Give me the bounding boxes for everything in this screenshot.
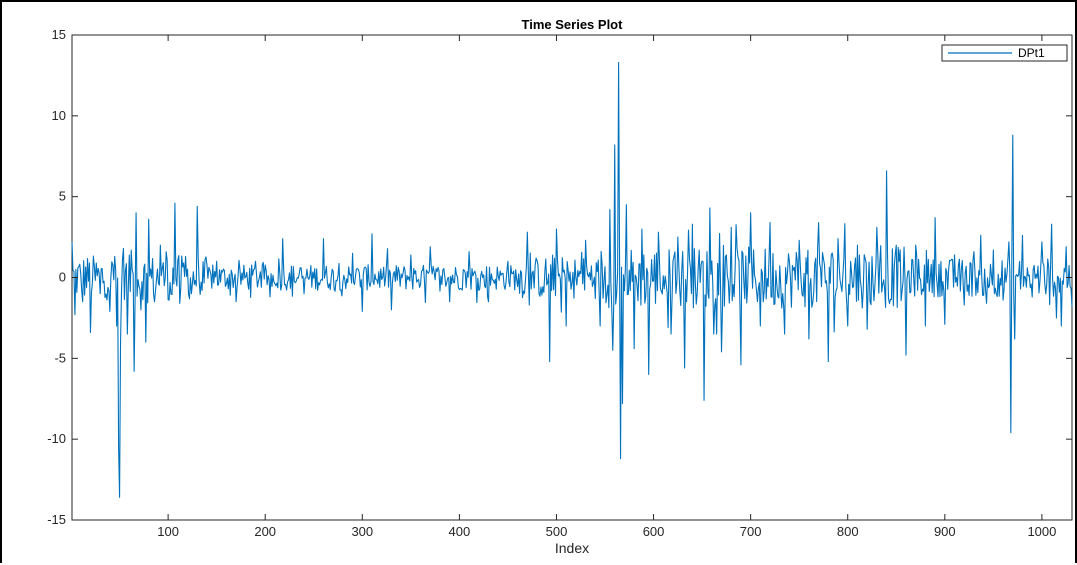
x-tick-label: 500 [546, 524, 568, 539]
chart-title: Time Series Plot [522, 17, 624, 32]
legend-label-dpt1: DPt1 [1018, 46, 1045, 60]
y-tick-label: 10 [52, 108, 66, 123]
legend: DPt1 [941, 44, 1068, 62]
x-tick-label: 300 [351, 524, 373, 539]
x-tick-label: 600 [643, 524, 665, 539]
x-tick-label: 800 [837, 524, 859, 539]
x-tick-label: 100 [157, 524, 179, 539]
x-tick-label: 900 [934, 524, 956, 539]
y-tick-label: 5 [59, 189, 66, 204]
x-tick-label: 700 [740, 524, 762, 539]
x-tick-label: 1000 [1027, 524, 1056, 539]
y-tick-label: -5 [54, 350, 66, 365]
y-tick-label: -15 [47, 512, 66, 527]
y-tick-label: 0 [59, 270, 66, 285]
x-tick-label: 200 [254, 524, 276, 539]
y-axis: 15 10 5 0 -5 -10 -15 [47, 27, 1072, 527]
series-line-dpt1 [71, 61, 1073, 498]
y-tick-label: -10 [47, 431, 66, 446]
x-axis: 100 200 300 400 500 600 700 800 900 1000 [157, 35, 1056, 539]
plot-area [71, 34, 1073, 521]
x-tick-label: 400 [449, 524, 471, 539]
x-axis-title: Index [555, 540, 589, 556]
y-tick-label: 15 [52, 27, 66, 42]
